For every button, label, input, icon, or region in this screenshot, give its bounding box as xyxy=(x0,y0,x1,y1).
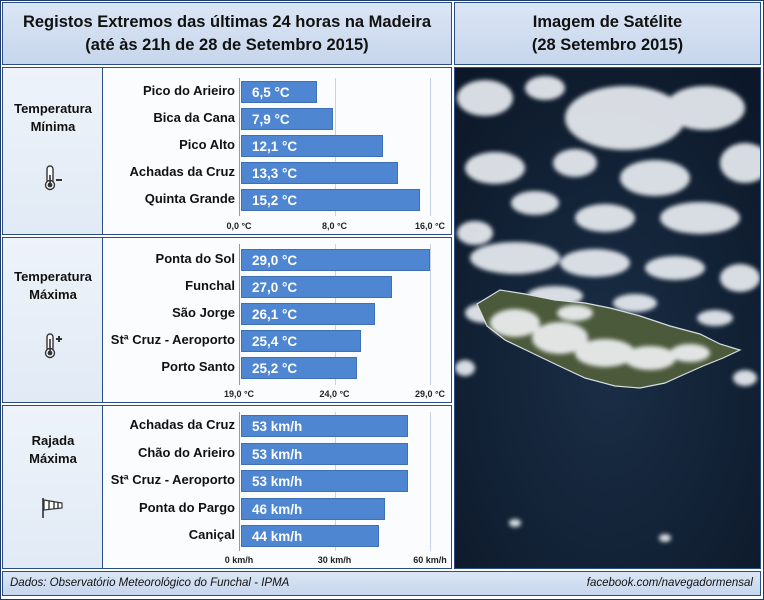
bar: 53 km/h xyxy=(241,442,408,465)
section-title-line2: Máxima xyxy=(29,451,77,466)
facebook-link[interactable]: facebook.com/navegadormensal xyxy=(586,577,753,589)
gridline xyxy=(430,244,431,385)
data-source: Dados: Observatório Meteorológico do Fun… xyxy=(10,577,290,589)
bar: 27,0 °C xyxy=(241,276,392,298)
section-title-line1: Temperatura xyxy=(14,269,92,284)
main-title-panel: Registos Extremos das últimas 24 horas n… xyxy=(2,2,452,65)
category-label: Stª Cruz - Aeroporto xyxy=(110,472,235,487)
section-label: Temperatura Máxima xyxy=(3,238,103,402)
section-title-line1: Rajada xyxy=(31,433,75,448)
section-max-gust: Rajada Máxima 0 km/h 30 km/h 60 km/h Achada… xyxy=(2,405,452,569)
satellite-title-panel: Imagem de Satélite (28 Setembro 2015) xyxy=(454,2,761,65)
section-title-line2: Mínima xyxy=(30,119,76,134)
tick-label: 24,0 °C xyxy=(319,389,350,399)
category-label: Ponta do Pargo xyxy=(138,499,235,515)
section-max-temperature: Temperatura Máxima 19,0 °C 24,0 °C 29,0 °C… xyxy=(2,237,452,403)
satellite-image xyxy=(454,67,761,569)
satellite-date: (28 Setembro 2015) xyxy=(531,35,684,54)
category-label: Porto Santo xyxy=(161,359,235,374)
bar: 26,1 °C xyxy=(241,303,375,325)
category-label: Funchal xyxy=(185,278,235,293)
bar: 44 km/h xyxy=(241,525,380,547)
category-label: Pico do Arieiro xyxy=(143,83,235,98)
category-label: Bica da Cana xyxy=(153,110,235,125)
gridline xyxy=(430,78,431,216)
bar: 53 km/h xyxy=(241,470,408,492)
main-title: Registos Extremos das últimas 24 horas n… xyxy=(22,12,432,31)
tick-label: 8,0 °C xyxy=(321,221,348,231)
tick-label: 0 km/h xyxy=(224,555,254,565)
bar: 15,2 °C xyxy=(241,189,421,211)
tick-label: 29,0 °C xyxy=(414,389,446,399)
bar: 53 km/h xyxy=(241,415,408,437)
satellite-title: Imagem de Satélite xyxy=(532,12,683,31)
axis-line xyxy=(239,412,240,551)
bar: 25,4 °C xyxy=(241,330,362,352)
bar: 6,5 °C xyxy=(241,81,317,103)
tick-label: 0,0 °C xyxy=(226,221,252,231)
main-subtitle: (até às 21h de 28 de Setembro 2015) xyxy=(85,35,369,54)
category-label: Ponta do Sol xyxy=(155,251,235,266)
thermometer-minus-icon xyxy=(41,165,65,196)
section-label: Temperatura Mínima xyxy=(3,68,103,234)
footer: Dados: Observatório Meteorológico do Fun… xyxy=(2,571,761,596)
category-label: Chão do Arieiro xyxy=(137,444,235,460)
category-label: Pico Alto xyxy=(179,137,235,152)
madeira-island-outline xyxy=(476,289,742,389)
tick-label: 30 km/h xyxy=(317,555,352,565)
bar: 25,2 °C xyxy=(241,357,358,379)
tick-label: 19,0 °C xyxy=(223,389,255,399)
category-label: São Jorge xyxy=(172,305,235,320)
bar: 29,0 °C xyxy=(241,249,430,271)
bar: 46 km/h xyxy=(241,497,386,520)
tick-label: 60 km/h xyxy=(413,555,447,565)
bar: 12,1 °C xyxy=(241,135,384,157)
axis-line xyxy=(239,244,240,385)
section-label: Rajada Máxima xyxy=(3,406,103,568)
category-label: Achadas da Cruz xyxy=(129,164,235,179)
category-label: Stª Cruz - Aeroporto xyxy=(110,332,235,347)
category-label: Achadas da Cruz xyxy=(129,417,235,432)
tick-label: 16,0 °C xyxy=(414,221,446,231)
section-title-line2: Máxima xyxy=(29,287,77,302)
section-title-line1: Temperatura xyxy=(14,101,92,116)
bar: 7,9 °C xyxy=(241,108,334,130)
axis-line xyxy=(239,78,240,216)
section-min-temperature: Temperatura Mínima 0,0 °C 8,0 °C 16,0 °C Pi… xyxy=(2,67,452,235)
category-label: Caniçal xyxy=(188,527,235,542)
bar: 13,3 °C xyxy=(241,162,398,184)
gridline xyxy=(430,412,431,551)
windsock-icon xyxy=(40,496,66,525)
category-label: Quinta Grande xyxy=(144,191,235,206)
thermometer-plus-icon xyxy=(41,333,65,364)
